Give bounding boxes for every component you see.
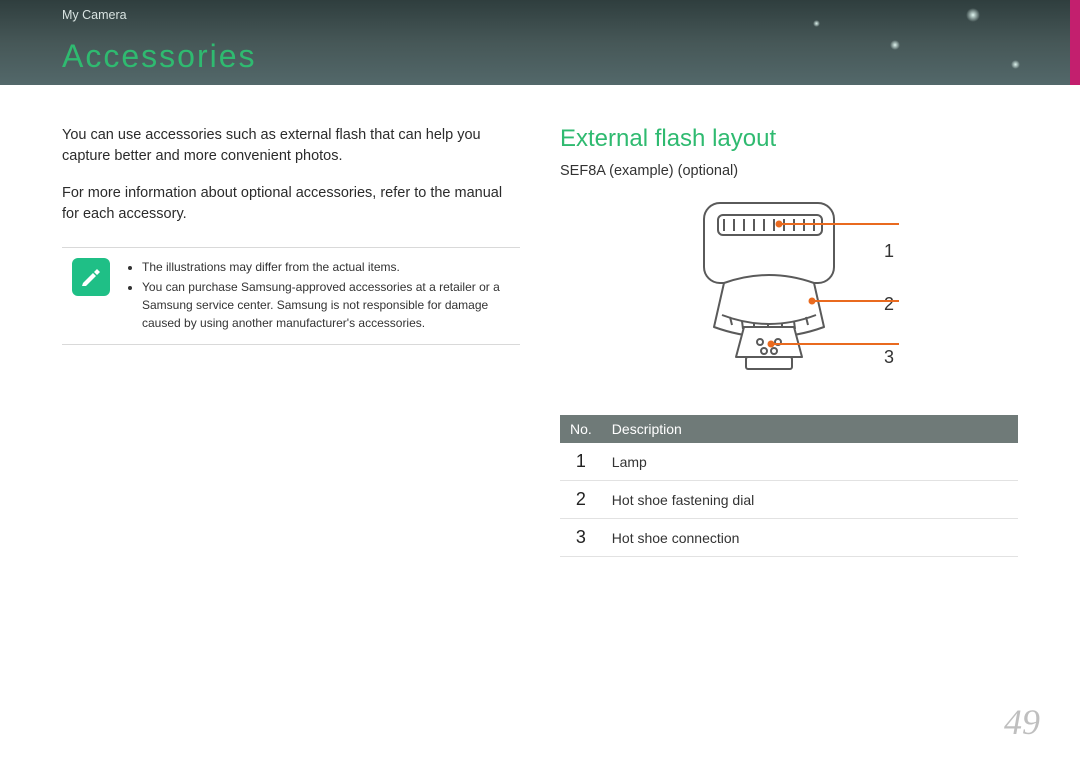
cell-desc: Hot shoe fastening dial xyxy=(602,481,1018,519)
page-title: Accessories xyxy=(62,38,257,75)
sparkle-decoration xyxy=(1011,60,1020,69)
pen-note-icon xyxy=(72,258,110,296)
note-item: The illustrations may differ from the ac… xyxy=(142,258,506,276)
callout-num: 2 xyxy=(884,294,894,315)
page-number: 49 xyxy=(1004,701,1040,743)
sparkle-decoration xyxy=(966,8,980,22)
table-row: 3 Hot shoe connection xyxy=(560,519,1018,557)
section-title: External flash layout xyxy=(560,125,1018,153)
note-list: The illustrations may differ from the ac… xyxy=(124,258,506,334)
note-box: The illustrations may differ from the ac… xyxy=(62,247,520,345)
table-header-row: No. Description xyxy=(560,415,1018,443)
col-no: No. xyxy=(560,415,602,443)
breadcrumb: My Camera xyxy=(62,8,127,22)
flash-diagram xyxy=(684,197,854,387)
callout-2: 2 xyxy=(884,294,894,315)
intro-para-2: For more information about optional acce… xyxy=(62,183,520,225)
left-column: You can use accessories such as external… xyxy=(62,125,520,557)
cell-no: 3 xyxy=(560,519,602,557)
cell-no: 1 xyxy=(560,443,602,481)
callout-3: 3 xyxy=(884,347,894,368)
diagram-container: 1 2 3 xyxy=(560,197,1018,387)
section-subhead: SEF8A (example) (optional) xyxy=(560,163,1018,179)
table-row: 2 Hot shoe fastening dial xyxy=(560,481,1018,519)
callout-leader-1 xyxy=(779,223,899,225)
col-desc: Description xyxy=(602,415,1018,443)
table-row: 1 Lamp xyxy=(560,443,1018,481)
callout-numbers: 1 2 3 xyxy=(884,217,894,368)
sparkle-decoration xyxy=(813,20,820,27)
intro-text: You can use accessories such as external… xyxy=(62,125,520,225)
intro-para-1: You can use accessories such as external… xyxy=(62,125,520,167)
sparkle-decoration xyxy=(890,40,900,50)
callout-leader-3 xyxy=(771,343,899,345)
header-accent-bar xyxy=(1070,0,1080,85)
right-column: External flash layout SEF8A (example) (o… xyxy=(560,125,1018,557)
cell-desc: Lamp xyxy=(602,443,1018,481)
cell-no: 2 xyxy=(560,481,602,519)
callout-num: 3 xyxy=(884,347,894,368)
callout-num: 1 xyxy=(884,241,894,262)
note-item: You can purchase Samsung-approved access… xyxy=(142,278,506,332)
parts-table: No. Description 1 Lamp 2 Hot shoe fasten… xyxy=(560,415,1018,557)
callout-leader-2 xyxy=(812,300,899,302)
callout-1: 1 xyxy=(884,241,894,262)
page-header: My Camera Accessories xyxy=(0,0,1080,85)
cell-desc: Hot shoe connection xyxy=(602,519,1018,557)
content-body: You can use accessories such as external… xyxy=(0,85,1080,557)
